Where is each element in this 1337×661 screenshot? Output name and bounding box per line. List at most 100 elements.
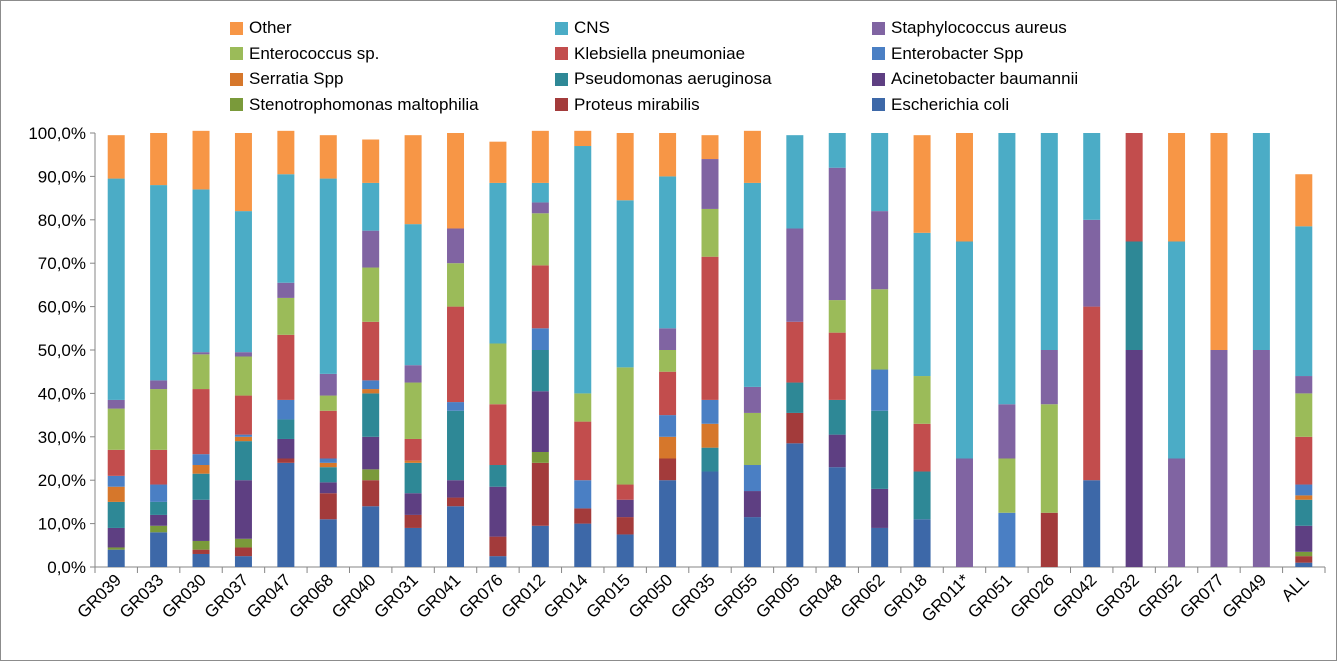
bar-segment <box>150 525 168 533</box>
x-tick-label: GR011* <box>918 570 974 626</box>
legend-item: Klebsiella pneumoniae <box>555 44 745 64</box>
bar-segment <box>107 475 125 487</box>
bar-segment <box>871 289 889 370</box>
bar-segment <box>362 506 380 567</box>
bar-segment <box>447 263 465 307</box>
bar-segment <box>277 282 295 298</box>
x-tick-label: GR051 <box>964 570 1016 622</box>
bar-segment <box>1295 376 1313 394</box>
bar-segment <box>277 334 295 400</box>
bar-segment <box>786 228 804 322</box>
x-tick-label: GR062 <box>837 570 889 622</box>
bar-segment <box>150 514 168 526</box>
y-tick-label: 70,0% <box>38 254 86 273</box>
bar-segment <box>362 469 380 481</box>
bar-segment <box>404 365 422 383</box>
bar-segment <box>913 423 931 472</box>
x-tick-label: GR050 <box>625 570 677 622</box>
bar-segment <box>531 451 549 463</box>
bar-segment <box>659 133 677 177</box>
bar-segment <box>531 213 549 266</box>
bar-segment <box>1295 556 1313 563</box>
bar-segment <box>362 139 380 183</box>
bar-segment <box>574 523 592 567</box>
bar-segment <box>1125 350 1143 567</box>
bar-segment <box>871 211 889 290</box>
bar-segment <box>1295 525 1313 552</box>
bar-segment <box>234 556 252 567</box>
bar-segment <box>447 506 465 567</box>
bar-segment <box>234 480 252 539</box>
legend-swatch <box>872 21 885 35</box>
bar-segment <box>1295 484 1313 496</box>
bar-segment <box>362 182 380 231</box>
bar-segment <box>319 135 337 179</box>
bar-segment <box>998 458 1016 513</box>
bar-segment <box>404 460 422 463</box>
bar-segment <box>701 256 719 400</box>
legend-swatch <box>555 98 568 111</box>
bar-segment <box>616 499 634 518</box>
bar-segment <box>277 438 295 459</box>
y-tick-label: 80,0% <box>38 211 86 230</box>
bar-segment <box>319 493 337 520</box>
legend-swatch <box>230 98 243 111</box>
x-tick-label: GR068 <box>286 570 338 622</box>
bar-segment <box>659 415 677 437</box>
y-tick-label: 0,0% <box>47 558 86 577</box>
bar-segment <box>447 497 465 507</box>
bar-segment <box>1295 562 1313 567</box>
bar-segment <box>871 527 889 567</box>
x-tick-label: GR076 <box>455 570 507 622</box>
bar-segment <box>150 389 168 450</box>
bar-segment <box>1168 458 1186 567</box>
legend-label: CNS <box>574 18 610 37</box>
bar-segment <box>107 527 125 548</box>
bar-segment <box>531 265 549 329</box>
bar-segment <box>955 241 973 459</box>
bar-segment <box>1295 551 1313 557</box>
legend-swatch <box>230 47 243 60</box>
x-tick-label: GR049 <box>1219 570 1271 622</box>
bar-segment <box>150 185 168 381</box>
bar-segment <box>489 556 507 567</box>
bar-segment <box>234 434 252 437</box>
bar-segment <box>1125 241 1143 350</box>
y-tick-label: 30,0% <box>38 428 86 447</box>
y-tick-label: 50,0% <box>38 341 86 360</box>
bar-segment <box>234 211 252 353</box>
legend-label: Proteus mirabilis <box>574 94 700 114</box>
bar-segment <box>531 350 549 392</box>
bar-segment <box>107 547 125 550</box>
bar-segment <box>234 538 252 548</box>
y-tick-label: 60,0% <box>38 298 86 317</box>
bar-segment <box>743 386 761 413</box>
bar-segment <box>192 553 210 567</box>
bar-segment <box>1210 133 1228 350</box>
bar-segment <box>659 480 677 567</box>
legend-label: Acinetobacter baumannii <box>891 69 1079 88</box>
y-tick-label: 100,0% <box>28 124 86 143</box>
bar-segment <box>531 525 549 567</box>
bar-segment <box>701 447 719 472</box>
legend-label: Klebsiella pneumoniae <box>574 43 746 63</box>
y-tick-label: 40,0% <box>38 384 86 403</box>
bar-segment <box>489 141 507 183</box>
bar-segment <box>828 133 846 168</box>
legend-item: Stenotrophomonas maltophilia <box>230 95 479 115</box>
bar-segment <box>234 356 252 396</box>
bar-segment <box>319 373 337 396</box>
x-tick-label: GR012 <box>498 570 550 622</box>
bar-segment <box>362 480 380 507</box>
bar-segment <box>234 352 252 357</box>
bar-segment <box>701 159 719 209</box>
y-tick-label: 90,0% <box>38 167 86 186</box>
bar-segment <box>701 471 719 567</box>
x-tick-label: GR005 <box>752 570 804 622</box>
legend-swatch <box>230 72 243 86</box>
bar-segment <box>192 499 210 541</box>
legend-swatch <box>230 21 243 35</box>
bar-segment <box>319 467 337 483</box>
bar-segment <box>489 486 507 537</box>
